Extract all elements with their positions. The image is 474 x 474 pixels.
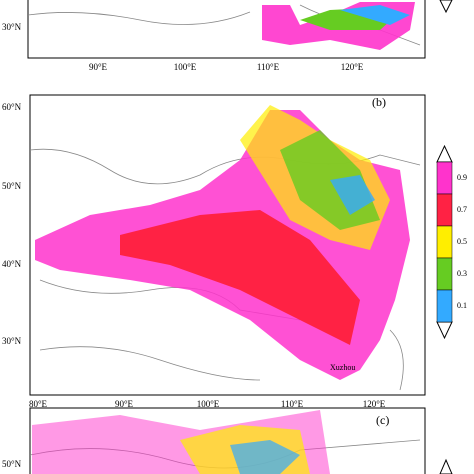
lat-label: 30°N (2, 22, 22, 32)
trajectory-density (120, 210, 360, 345)
trajectory-density (230, 440, 300, 474)
colorbar-segment (436, 289, 453, 323)
lon-label: 100°E (174, 62, 197, 72)
lon-label: 80°E (29, 399, 48, 409)
colorbar-tip (436, 144, 453, 163)
colorbar: 0.9 0.7 0.5 0.3 0.1 (436, 144, 467, 340)
lon-label: 110°E (281, 399, 304, 409)
lon-label: 120°E (363, 399, 386, 409)
colorbar-label: 0.5 (457, 237, 467, 246)
colorbar-tip (439, 458, 453, 474)
trajectory-density (340, 5, 410, 25)
panel-a: 30°N 90°E 100°E 110°E 120°E (2, 0, 453, 72)
lat-label: 50°N (2, 459, 22, 469)
colorbar-segment (436, 193, 453, 227)
lon-label: 90°E (89, 62, 108, 72)
lat-label: 30°N (2, 336, 22, 346)
panel-label: (c) (376, 413, 389, 427)
lon-label: 100°E (197, 399, 220, 409)
lon-label: 90°E (115, 399, 134, 409)
lon-label: 110°E (257, 62, 280, 72)
colorbar-tip (436, 321, 453, 340)
colorbar-label: 0.7 (457, 205, 467, 214)
colorbar-segment (436, 225, 453, 259)
trajectory-density (330, 175, 375, 215)
colorbar-label: 0.9 (457, 173, 467, 182)
panel-b: 60°N 50°N 40°N 30°N 80°E 90°E 100°E 110°… (2, 94, 426, 409)
lat-label: 40°N (2, 259, 22, 269)
border (29, 148, 421, 391)
lon-label: 120°E (341, 62, 364, 72)
site-label: Xuzhou (330, 363, 355, 372)
colorbar-label: 0.3 (457, 269, 467, 278)
panel-label: (b) (372, 95, 386, 109)
lat-label: 60°N (2, 102, 22, 112)
colorbar-segment (436, 257, 453, 291)
colorbar-segment (436, 161, 453, 195)
colorbar-tip (439, 0, 453, 14)
colorbar-label: 0.1 (457, 301, 467, 310)
panel-c: (c) 50°N (2, 407, 453, 474)
lat-label: 50°N (2, 181, 22, 191)
